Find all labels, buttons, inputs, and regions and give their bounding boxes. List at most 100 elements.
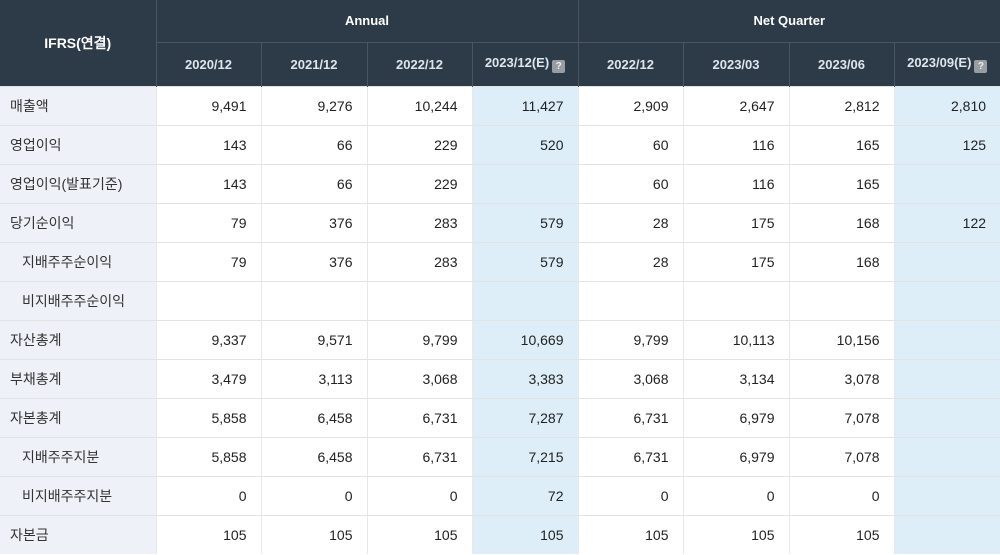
value-cell: 66 [260,124,367,164]
value-cell: 376 [260,202,367,242]
value-cell-estimate [893,436,1000,476]
row-label: 자산총계 [0,319,156,359]
value-cell: 105 [260,514,367,554]
row-label: 당기순이익 [0,202,156,242]
value-cell: 2,812 [788,85,894,125]
value-cell: 2,647 [682,85,789,125]
table-row-noncontrolling-equity: 비지배주주지분 0 0 0 72 0 0 0 [0,475,1000,515]
value-cell-estimate [893,397,1000,437]
column-header-estimate: 2023/12(E)? [471,41,578,86]
value-cell: 60 [577,163,683,203]
value-cell: 5,858 [155,397,261,437]
value-cell-estimate: 105 [471,514,578,554]
value-cell: 376 [260,241,367,281]
value-cell-estimate: 7,287 [471,397,578,437]
value-cell-estimate [893,358,1000,398]
value-cell: 6,979 [682,397,789,437]
value-cell: 28 [577,241,683,281]
column-header-label: 2023/12(E) [484,55,550,70]
value-cell: 10,113 [682,319,789,359]
value-cell-estimate: 3,383 [471,358,578,398]
value-cell: 9,491 [155,85,261,125]
table-row-capital-stock: 자본금 105 105 105 105 105 105 105 [0,514,1000,554]
corner-header-ifrs: IFRS(연결) [0,0,157,86]
help-icon[interactable]: ? [552,60,566,73]
value-cell: 3,479 [155,358,261,398]
table-row-noncontrolling-net-income: 비지배주주순이익 [0,280,1000,320]
column-header: 2020/12 [156,41,261,86]
value-cell: 10,244 [366,85,472,125]
group-header-row: IFRS(연결) Annual Net Quarter [0,0,1000,86]
value-cell: 175 [682,241,789,281]
value-cell-estimate: 2,810 [893,85,1000,125]
value-cell: 79 [155,241,261,281]
value-cell: 229 [366,124,472,164]
value-cell: 0 [155,475,261,515]
row-label: 지배주주지분 [0,436,156,476]
table-row-total-equity: 자본총계 5,858 6,458 6,731 7,287 6,731 6,979… [0,397,1000,437]
row-label: 지배주주순이익 [0,241,156,281]
value-cell: 283 [366,241,472,281]
value-cell: 0 [260,475,367,515]
value-cell-estimate: 520 [471,124,578,164]
value-cell: 6,979 [682,436,789,476]
value-cell: 143 [155,124,261,164]
column-header: 2023/03 [682,41,789,86]
value-cell: 0 [788,475,894,515]
value-cell-estimate: 125 [893,124,1000,164]
value-cell: 6,731 [366,436,472,476]
value-cell: 10,156 [788,319,894,359]
value-cell: 3,078 [788,358,894,398]
value-cell: 7,078 [788,397,894,437]
value-cell: 3,113 [260,358,367,398]
value-cell: 9,276 [260,85,367,125]
value-cell [682,280,789,320]
value-cell-estimate [893,514,1000,554]
value-cell: 7,078 [788,436,894,476]
value-cell-estimate: 579 [471,241,578,281]
table-row-controlling-net-income: 지배주주순이익 79 376 283 579 28 175 168 [0,241,1000,281]
table-row-operating-profit: 영업이익 143 66 229 520 60 116 165 125 [0,124,1000,164]
value-cell: 28 [577,202,683,242]
column-header: 2023/06 [788,41,894,86]
value-cell: 165 [788,124,894,164]
value-cell: 165 [788,163,894,203]
value-cell: 168 [788,202,894,242]
value-cell: 5,858 [155,436,261,476]
value-cell: 0 [366,475,472,515]
row-label: 매출액 [0,85,156,125]
value-cell-estimate [893,241,1000,281]
value-cell: 9,799 [577,319,683,359]
value-cell: 2,909 [577,85,683,125]
table-row-controlling-equity: 지배주주지분 5,858 6,458 6,731 7,215 6,731 6,9… [0,436,1000,476]
value-cell: 9,337 [155,319,261,359]
value-cell: 6,731 [577,436,683,476]
help-icon[interactable]: ? [974,60,988,73]
value-cell: 116 [682,124,789,164]
value-cell-estimate [893,319,1000,359]
value-cell-estimate [471,280,578,320]
value-cell [155,280,261,320]
value-cell: 3,068 [577,358,683,398]
value-cell: 6,458 [260,436,367,476]
value-cell: 66 [260,163,367,203]
value-cell: 105 [577,514,683,554]
row-label: 비지배주주순이익 [0,280,156,320]
value-cell: 6,731 [577,397,683,437]
value-cell: 3,068 [366,358,472,398]
column-header: 2021/12 [260,41,367,86]
column-header-label: 2023/09(E) [907,55,972,70]
row-label: 부채총계 [0,358,156,398]
value-cell: 143 [155,163,261,203]
value-cell-estimate [893,475,1000,515]
row-label: 자본금 [0,514,156,554]
value-cell [260,280,367,320]
value-cell: 0 [682,475,789,515]
value-cell: 283 [366,202,472,242]
value-cell-estimate: 72 [471,475,578,515]
value-cell: 168 [788,241,894,281]
table-row-revenue: 매출액 9,491 9,276 10,244 11,427 2,909 2,64… [0,85,1000,125]
column-header-estimate: 2023/09(E)? [893,41,1000,86]
value-cell: 79 [155,202,261,242]
